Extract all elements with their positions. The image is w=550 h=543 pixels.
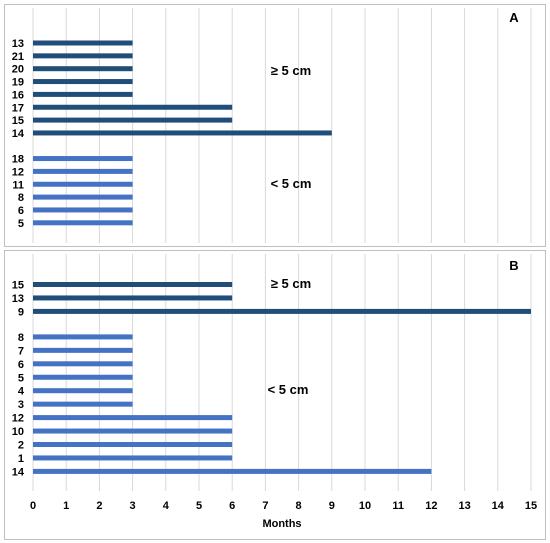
x-tick-label: 12 [425,500,437,512]
x-tick-label: 2 [96,500,102,512]
x-tick-label: 11 [392,500,404,512]
bar [33,117,233,123]
category-label: 11 [12,179,24,191]
category-label: 21 [12,51,24,63]
bar [33,104,233,110]
x-tick-label: 4 [163,500,170,512]
grid-layer [32,8,532,491]
category-label: 15 [12,280,24,292]
category-label: 4 [18,386,25,398]
x-tick-label: 14 [492,500,505,512]
category-label: 9 [18,306,24,318]
bar [33,181,133,187]
panel-label: B [509,258,518,273]
x-tick-label: 15 [525,500,537,512]
bar [33,347,133,353]
x-tick-label: 1 [63,500,69,512]
bar [33,428,233,434]
x-tick-label: 13 [458,500,470,512]
bar [33,53,133,59]
bar [33,194,133,200]
bar [33,415,233,421]
bar [33,442,233,447]
x-tick-label: 8 [296,500,302,512]
category-label: 7 [18,345,24,357]
panel-label: A [509,10,519,25]
bars-layer [33,40,531,474]
category-label: 6 [18,205,24,217]
category-label: 14 [12,466,25,478]
category-label: 5 [18,218,24,230]
category-label: 2 [18,440,24,452]
bar [33,66,133,72]
category-label: 8 [18,332,24,344]
bar [33,282,233,287]
category-label: 20 [12,64,24,76]
bar [33,401,133,407]
bar [33,168,133,174]
bar [33,91,133,97]
bar [33,468,432,474]
category-label: 17 [12,102,24,114]
group-label: ≥ 5 cm [271,63,311,78]
bar [33,130,332,136]
x-tick-label: 0 [30,500,36,512]
category-label: 12 [12,413,24,425]
bar [33,374,133,380]
category-label: 18 [12,154,24,166]
category-label: 16 [12,89,24,101]
category-label: 1 [18,453,24,465]
bar [33,40,133,46]
bar [33,388,133,394]
category-label: 13 [12,293,24,305]
group-label: ≥ 5 cm [271,276,311,291]
x-axis-title: Months [262,518,301,530]
category-label: 10 [12,426,24,438]
bar [33,361,133,367]
category-label: 13 [12,38,24,50]
bar [33,455,233,461]
x-tick-label: 5 [196,500,202,512]
category-label: 3 [18,399,24,411]
bar [33,334,133,340]
x-tick-label: 6 [229,500,235,512]
category-label: 14 [12,128,25,140]
bar [33,295,233,301]
bar [33,79,133,85]
category-label: 19 [12,77,24,89]
x-tick-label: 10 [359,500,371,512]
x-tick-label: 3 [130,500,136,512]
group-label: < 5 cm [268,382,309,397]
bar [33,220,133,226]
bar [33,308,531,314]
category-label: 15 [12,115,24,127]
x-tick-label: 7 [262,500,268,512]
bar [33,207,133,213]
group-label: < 5 cm [271,176,312,191]
category-label: 5 [18,372,24,384]
x-tick-label: 9 [329,500,335,512]
category-label: 12 [12,166,24,178]
category-label: 6 [18,359,24,371]
category-label: 8 [18,192,24,204]
bar [33,156,133,162]
